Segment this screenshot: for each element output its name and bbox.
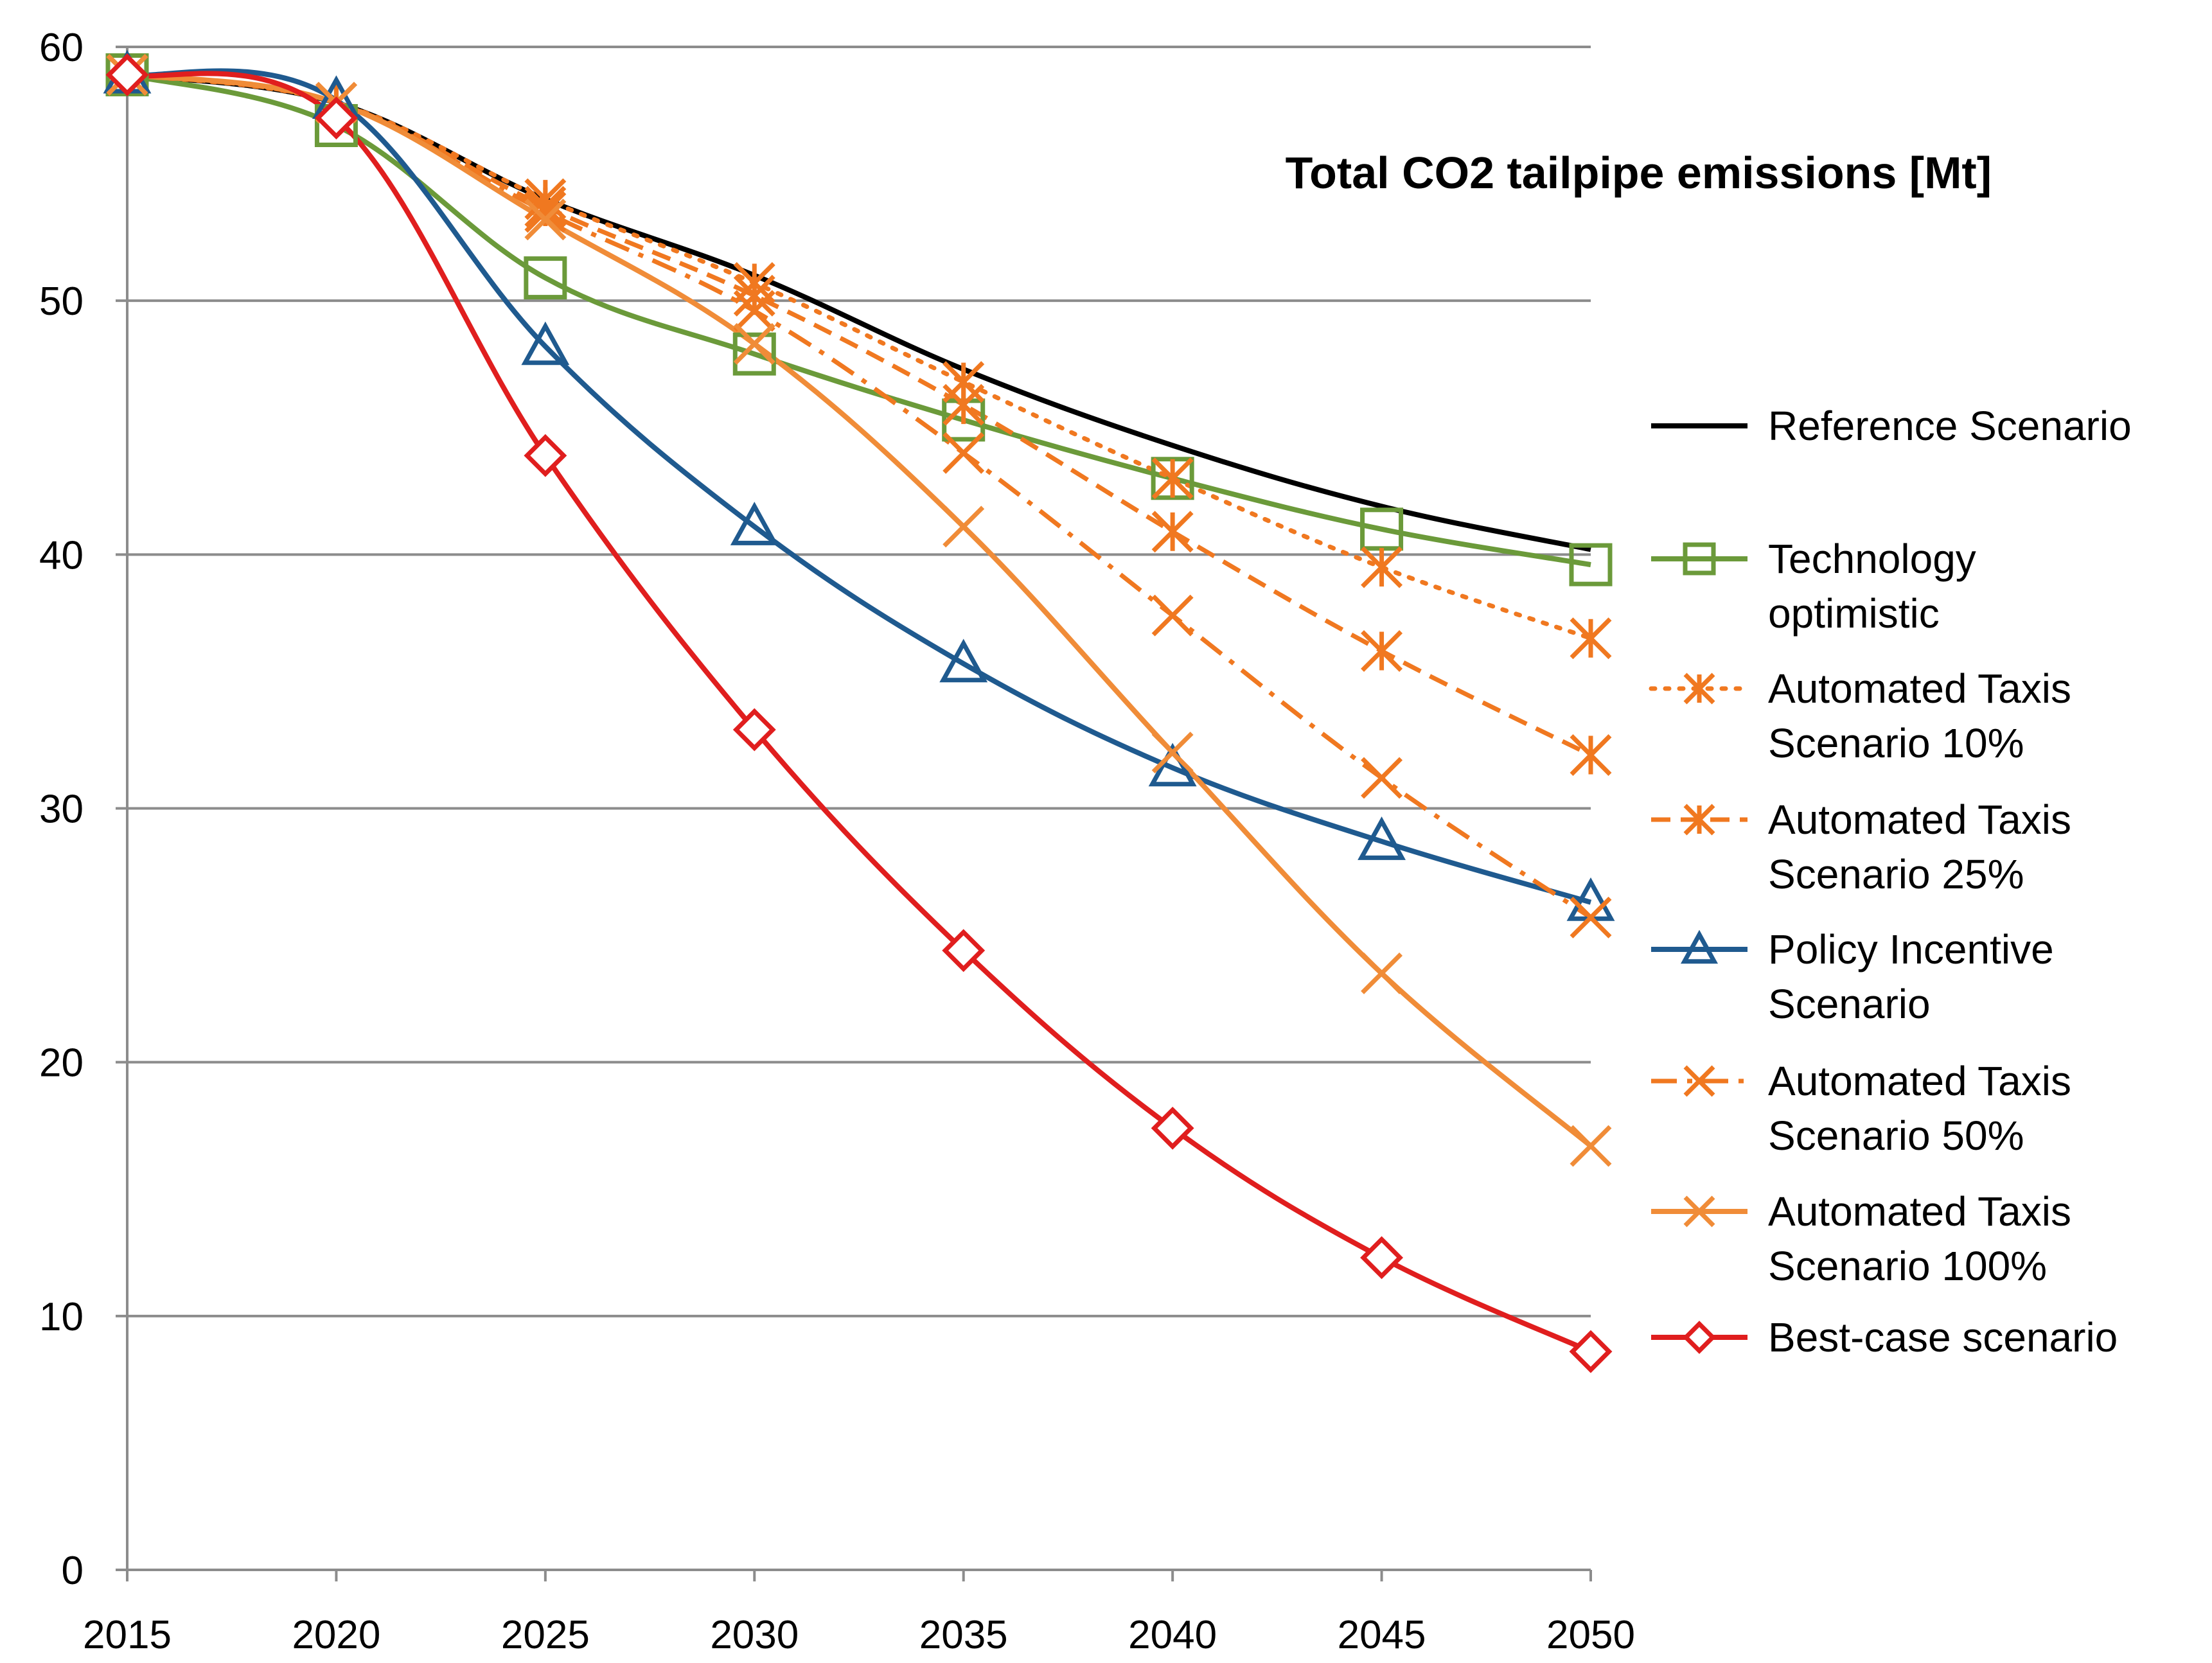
- gridlines: [127, 46, 1591, 1317]
- x-tick-label: 2040: [1128, 1613, 1217, 1657]
- data-point-automated-taxis-scenario-100: [1151, 732, 1194, 774]
- data-point-automated-taxis-scenario-100: [524, 198, 567, 241]
- legend-entry-automated-taxis-scenario-100: Automated Taxis Scenario 100%: [1651, 1188, 2071, 1289]
- data-point-best-case-scenario: [942, 929, 986, 972]
- data-point-automated-taxis-scenario-50: [1570, 896, 1612, 938]
- data-point-automated-taxis-scenario-25: [1570, 734, 1612, 776]
- data-point-automated-taxis-scenario-50: [733, 290, 775, 332]
- series-line-policy-incentive-scenario: [127, 68, 1592, 905]
- legend-marker: [1683, 804, 1715, 836]
- data-point-automated-taxis-scenario-25: [942, 383, 985, 426]
- y-tick-label: 40: [39, 533, 84, 577]
- series-line-technology-optimistic: [127, 72, 1591, 568]
- data-point-technology-optimistic: [524, 256, 567, 300]
- data-point-best-case-scenario: [732, 708, 776, 752]
- data-point-policy-incentive-scenario: [939, 638, 988, 683]
- legend-label: Policy Incentive: [1768, 926, 2054, 972]
- x-tick-label: 2020: [292, 1613, 380, 1657]
- x-tick-label: 2045: [1338, 1613, 1426, 1657]
- data-point-best-case-scenario: [1360, 1236, 1404, 1280]
- chart-title: Total CO2 tailpipe emissions [Mt]: [1286, 148, 1992, 198]
- data-point-policy-incentive-scenario: [521, 321, 570, 365]
- data-point-automated-taxis-scenario-100: [1361, 952, 1403, 994]
- y-tick-label: 50: [39, 279, 84, 324]
- data-point-automated-taxis-scenario-25: [1151, 511, 1194, 553]
- data-point-automated-taxis-scenario-10: [1570, 617, 1612, 660]
- legend-entry-automated-taxis-scenario-10: Automated Taxis Scenario 10%: [1649, 665, 2071, 766]
- data-point-best-case-scenario: [105, 53, 149, 96]
- legend-entry-automated-taxis-scenario-25: Automated Taxis Scenario 25%: [1651, 796, 2071, 897]
- series-line-automated-taxis-scenario-100: [127, 72, 1593, 1148]
- legend-marker: [1683, 1065, 1715, 1097]
- data-point-automated-taxis-scenario-50: [524, 191, 567, 233]
- data-point-automated-taxis-scenario-25: [1361, 630, 1403, 672]
- legend-entry-best-case-scenario: Best-case scenario: [1651, 1314, 2118, 1360]
- series-markers: [103, 49, 1615, 1373]
- data-point-best-case-scenario: [314, 96, 358, 140]
- data-point-automated-taxis-scenario-50: [1151, 594, 1194, 637]
- data-point-technology-optimistic: [732, 332, 776, 376]
- legend-marker: [1683, 542, 1716, 576]
- data-point-best-case-scenario: [1569, 1330, 1613, 1373]
- legend-entry-policy-incentive-scenario: Policy Incentive Scenario: [1651, 926, 2054, 1027]
- legend-label: Automated Taxis: [1768, 1188, 2071, 1235]
- data-point-best-case-scenario: [524, 434, 567, 477]
- x-tick-label: 2015: [83, 1613, 172, 1657]
- y-tick-label: 30: [39, 788, 84, 832]
- legend-entry-technology-optimistic: Technology optimistic: [1651, 536, 1976, 637]
- legend-label: Automated Taxis: [1768, 1058, 2071, 1104]
- legend-label: Technology: [1768, 536, 1976, 582]
- legend-marker: [1683, 1195, 1715, 1227]
- series-line-best-case-scenario: [127, 71, 1592, 1354]
- legend-entry-automated-taxis-scenario-50: Automated Taxis Scenario 50%: [1651, 1058, 2071, 1159]
- data-point-automated-taxis-scenario-100: [733, 322, 775, 365]
- data-point-technology-optimistic: [1569, 543, 1613, 586]
- data-point-automated-taxis-scenario-100: [1570, 1125, 1612, 1167]
- legend-label: Scenario 10%: [1768, 720, 2024, 766]
- y-tick-label: 60: [39, 26, 84, 70]
- series-lines: [125, 68, 1593, 1354]
- legend: Reference Scenario Technology optimistic Au…: [1649, 403, 2132, 1360]
- x-tick-label: 2030: [710, 1613, 799, 1657]
- y-tick-label: 20: [39, 1041, 84, 1086]
- data-point-automated-taxis-scenario-50: [942, 432, 985, 474]
- legend-label: Scenario 100%: [1768, 1243, 2047, 1289]
- legend-label: Automated Taxis: [1768, 665, 2071, 712]
- legend-label: Best-case scenario: [1768, 1314, 2118, 1360]
- legend-label: Scenario: [1768, 981, 1931, 1027]
- data-point-best-case-scenario: [1151, 1106, 1194, 1150]
- y-tick-label: 10: [39, 1295, 84, 1339]
- legend-marker: [1680, 929, 1719, 964]
- legend-entry-reference-scenario: Reference Scenario: [1651, 403, 2132, 449]
- legend-label: Automated Taxis: [1768, 796, 2071, 843]
- legend-label: Scenario 25%: [1768, 851, 2024, 897]
- series-line-automated-taxis-scenario-50: [127, 72, 1592, 920]
- legend-label: optimistic: [1768, 590, 1940, 637]
- data-point-automated-taxis-scenario-100: [942, 506, 985, 548]
- x-tick-label: 2050: [1546, 1613, 1635, 1657]
- legend-label: Scenario 50%: [1768, 1113, 2024, 1159]
- x-tick-label: 2025: [501, 1613, 590, 1657]
- legend-label: Reference Scenario: [1768, 403, 2132, 449]
- data-point-policy-incentive-scenario: [730, 502, 779, 545]
- data-point-policy-incentive-scenario: [1358, 816, 1406, 860]
- data-point-automated-taxis-scenario-10: [1361, 546, 1403, 588]
- x-tick-label: 2035: [919, 1613, 1008, 1657]
- data-point-automated-taxis-scenario-50: [1361, 757, 1403, 799]
- data-point-policy-incentive-scenario: [1148, 743, 1197, 787]
- data-point-automated-taxis-scenario-10: [1151, 457, 1194, 500]
- legend-marker: [1683, 673, 1715, 705]
- legend-marker: [1683, 1321, 1716, 1354]
- y-tick-label: 0: [62, 1549, 84, 1593]
